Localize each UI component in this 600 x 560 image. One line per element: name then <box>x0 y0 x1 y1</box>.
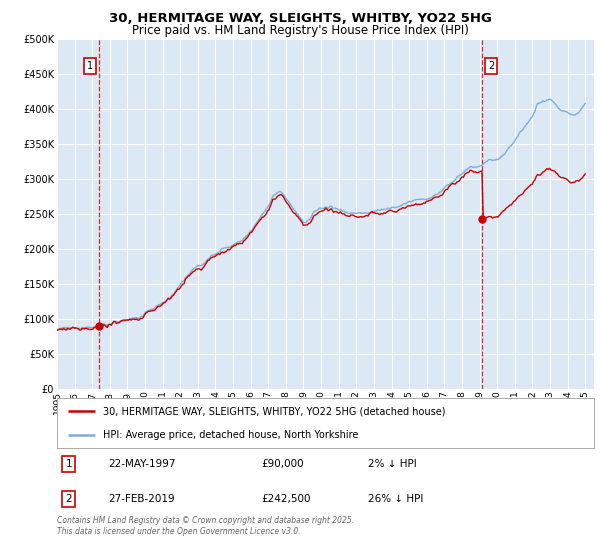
Text: HPI: Average price, detached house, North Yorkshire: HPI: Average price, detached house, Nort… <box>103 431 358 440</box>
Text: 22-MAY-1997: 22-MAY-1997 <box>108 459 176 469</box>
Text: 1: 1 <box>65 459 72 469</box>
Text: 26% ↓ HPI: 26% ↓ HPI <box>368 494 424 504</box>
Text: £90,000: £90,000 <box>261 459 304 469</box>
Text: 1: 1 <box>87 61 93 71</box>
Text: 30, HERMITAGE WAY, SLEIGHTS, WHITBY, YO22 5HG: 30, HERMITAGE WAY, SLEIGHTS, WHITBY, YO2… <box>109 12 491 25</box>
Text: 2: 2 <box>488 61 494 71</box>
Text: Contains HM Land Registry data © Crown copyright and database right 2025.
This d: Contains HM Land Registry data © Crown c… <box>57 516 354 536</box>
Text: Price paid vs. HM Land Registry's House Price Index (HPI): Price paid vs. HM Land Registry's House … <box>131 24 469 37</box>
Text: £242,500: £242,500 <box>261 494 311 504</box>
Text: 30, HERMITAGE WAY, SLEIGHTS, WHITBY, YO22 5HG (detached house): 30, HERMITAGE WAY, SLEIGHTS, WHITBY, YO2… <box>103 406 445 416</box>
Text: 2: 2 <box>65 494 72 504</box>
Text: 2% ↓ HPI: 2% ↓ HPI <box>368 459 417 469</box>
Text: 27-FEB-2019: 27-FEB-2019 <box>108 494 175 504</box>
